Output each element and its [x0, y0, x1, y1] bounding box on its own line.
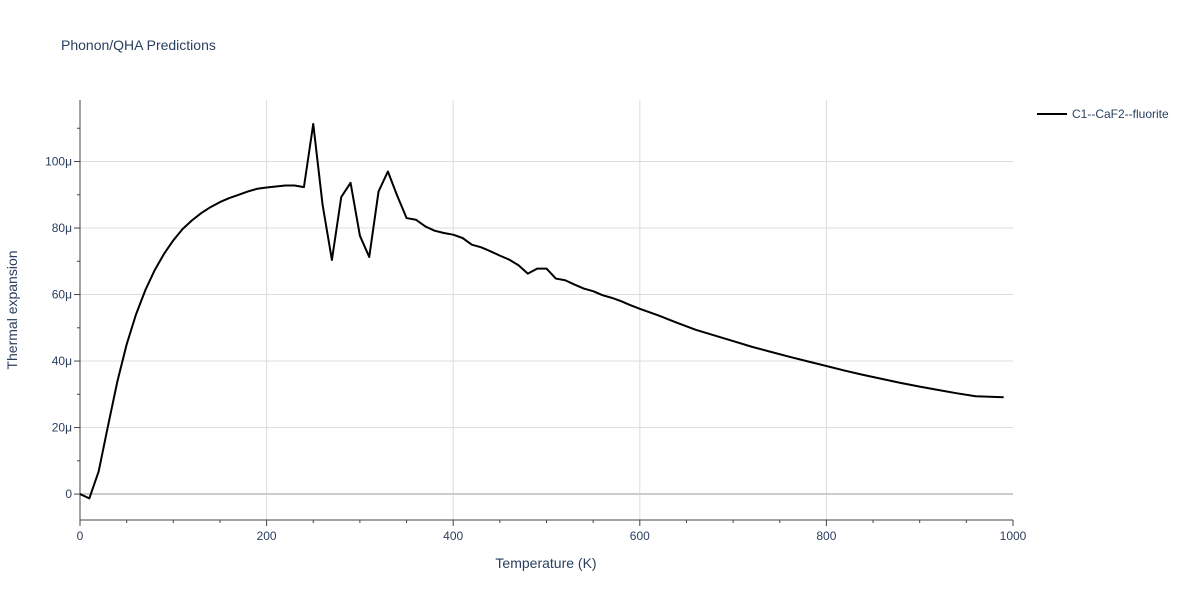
y-tick-label: 0 [65, 487, 72, 501]
x-tick-label: 600 [630, 529, 650, 543]
y-tick-label: 100μ [45, 155, 72, 169]
y-tick-label: 60μ [52, 288, 72, 302]
chart-title: Phonon/QHA Predictions [61, 37, 216, 53]
x-tick-label: 0 [77, 529, 84, 543]
series-layer [79, 122, 1004, 500]
grid-lines [80, 100, 1013, 520]
axes: 0 200 400 600 800 1000 0 20μ 40μ 60μ 80μ 100μ [45, 100, 1027, 543]
legend-item[interactable]: C1--CaF2--fluorite [1037, 107, 1169, 121]
y-axis-title: Thermal expansion [4, 250, 20, 369]
x-axis-title: Temperature (K) [495, 555, 596, 571]
x-tick-label: 1000 [1000, 529, 1027, 543]
x-tick-label: 200 [257, 529, 277, 543]
y-tick-label: 20μ [52, 421, 72, 435]
legend-label: C1--CaF2--fluorite [1072, 107, 1169, 121]
x-tick-label: 800 [816, 529, 836, 543]
series-line [79, 122, 1004, 500]
y-tick-label: 80μ [52, 221, 72, 235]
legend[interactable]: C1--CaF2--fluorite [1037, 107, 1169, 121]
y-tick-label: 40μ [52, 354, 72, 368]
x-tick-label: 400 [443, 529, 463, 543]
